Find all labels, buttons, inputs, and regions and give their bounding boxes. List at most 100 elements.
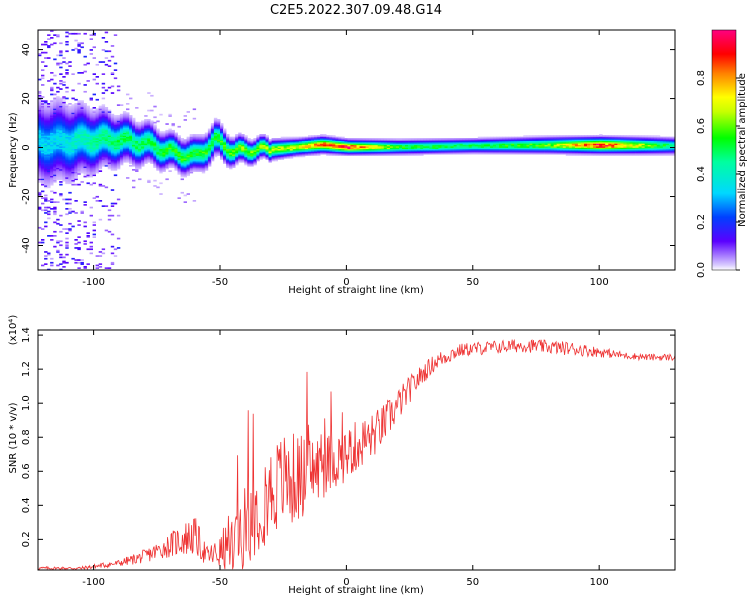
spectrogram-cell [402,143,406,146]
spectrogram-cell [153,154,157,156]
spectrogram-cell [162,135,166,137]
spectrogram-cell [420,142,424,144]
spectrogram-cell [113,163,118,166]
spectrogram-cell [514,144,518,147]
spectrogram-cell [483,138,488,140]
spectrogram-cell [186,152,190,155]
spectrogram-cell [168,140,172,143]
spectrogram-cell [165,136,169,139]
spectrogram-cell [383,142,388,144]
spectrogram-cell [38,173,42,175]
spectrogram-cell [65,143,69,146]
spectrogram-cell [119,150,124,152]
spectrogram-cell [538,135,542,137]
spectrogram-cell [38,107,42,109]
spectrogram-cell [235,144,239,147]
spectrogram-cell [535,143,539,146]
spectrogram-cell [168,128,172,131]
spectrogram-cell [553,138,558,140]
spectrogram-cell [620,152,624,155]
spectrogram-cell [538,136,542,139]
spectrogram-cell [74,156,78,159]
spectrogram-cell [547,144,551,147]
spectrogram-cell [235,140,239,143]
spectrogram-cell [450,152,454,155]
spectrogram-cell [113,135,118,137]
spectrogram-cell [59,54,63,57]
spectrogram-cell [420,147,424,150]
spectrogram-cell [110,160,115,163]
spectrogram-cell [241,148,245,151]
spectrogram-cell [198,135,203,137]
spectrogram-cell [68,115,72,117]
spectrogram-cell [483,143,488,146]
spectrogram-cell [59,181,63,183]
spectrogram-cell [113,248,118,251]
spectrogram-cell [371,142,376,144]
spectrogram-cell [119,116,124,119]
spectrogram-cell [493,148,497,151]
spectrogram-cell [235,143,239,146]
spectrogram-cell [444,140,448,143]
spectrogram-cell [50,167,54,170]
spectrogram-cell [308,152,312,155]
spectrogram-cell [153,164,157,167]
spectrogram-cell [38,193,42,195]
spectrogram-cell [150,139,154,141]
spectrogram-cell [104,109,109,112]
spectrogram-cell [389,151,394,154]
spectrogram-cell [50,190,54,193]
spectrogram-cell [480,140,485,143]
spectrogram-cell [314,146,318,148]
spectrogram-cell [74,259,78,261]
spectrogram-cell [83,243,87,245]
spectrogram-cell [571,148,576,151]
spectrogram-cell [562,144,567,147]
spectrogram-cell [253,151,257,154]
spectrogram-cell [596,139,600,141]
spectrogram-cell [268,147,272,150]
spectrogram-cell [50,154,54,156]
spectrogram-cell [92,144,96,147]
spectrogram-cell [217,140,221,143]
spectrogram-cell [62,138,66,140]
spectrogram-cell [465,152,470,155]
spectrogram-cell [599,148,603,151]
spectrogram-cell [89,109,93,112]
spectrogram-cell [532,135,536,137]
spectrogram-cell [638,148,642,151]
spectrogram-cell [304,138,309,140]
spectrogram-cell [250,152,254,155]
spectrogram-cell [329,144,333,147]
spectrogram-cell [68,156,72,159]
spectrogram-cell [320,135,324,137]
spectrogram-cell [438,152,442,155]
spectrogram-cell [192,154,197,156]
spectrogram-cell [198,138,203,140]
spectrogram-cell [98,143,103,146]
spectrogram-cell [135,166,139,168]
spectrogram-cell [198,164,203,167]
spectrogram-cell [241,139,245,141]
spectrogram-cell [62,156,66,159]
spectrogram-cell [138,159,142,162]
spectrogram-cell [259,142,263,144]
spectrogram-cell [304,144,309,147]
spectrogram-cell [523,151,527,154]
spectrogram-cell [38,101,42,104]
spectrogram-cell [180,144,184,147]
spectrogram-cell [56,108,60,111]
spectrogram-cell [620,147,624,150]
spectrogram-cell [68,136,72,139]
spectrogram-cell [86,132,90,135]
spectrogram-cell [623,144,627,147]
spectrogram-cell [590,144,594,147]
spectrogram-cell [259,134,263,136]
spectrogram-cell [56,160,60,163]
spectrogram-cell [38,123,42,125]
spectrogram-cell [135,152,139,155]
spectrogram-cell [150,148,154,151]
spectrogram-cell [368,151,372,154]
spectrogram-cell [62,169,66,171]
spectrogram-cell [92,182,96,185]
